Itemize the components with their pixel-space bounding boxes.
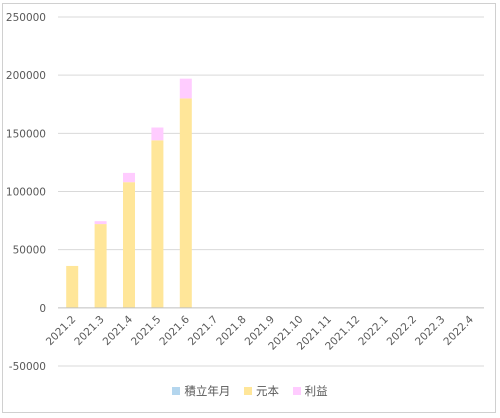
y-tick-label-2: 50000 — [13, 245, 46, 257]
x-tick-label-2022-3: 2022.3 — [413, 313, 447, 347]
y-tick-label-3: 100000 — [6, 187, 46, 199]
x-tick-label-2022-2: 2022.2 — [385, 313, 419, 347]
bar-3-2021-3 — [94, 221, 107, 225]
legend: 積立年月 元本 利益 — [0, 383, 500, 399]
legend-label-series-3: 利益 — [304, 384, 328, 398]
bar-2-2021-2 — [66, 265, 79, 308]
x-tick-label-2022-1: 2022.1 — [356, 313, 390, 347]
y-tick-label-4: 150000 — [6, 128, 46, 140]
x-tick-label-2022-4: 2022.4 — [441, 313, 476, 348]
legend-item-series-1: 積立年月 — [172, 383, 230, 399]
x-tick-label-2021-8: 2021.8 — [214, 313, 248, 347]
bar-3-2021-6 — [179, 78, 192, 99]
legend-label-series-1: 積立年月 — [184, 384, 231, 398]
y-tick-label-1: 0 — [39, 303, 46, 315]
bar-2-2021-3 — [94, 224, 107, 308]
x-tick-label-2021-6: 2021.6 — [157, 313, 192, 348]
bar-3-2021-4 — [123, 172, 135, 183]
legend-item-series-2: 元本 — [244, 383, 279, 399]
x-tick-label-2021-7: 2021.7 — [186, 313, 220, 347]
y-tick-label-0: -50000 — [9, 361, 46, 373]
legend-swatch-series-3 — [292, 387, 301, 395]
y-tick-label-6: 250000 — [6, 12, 46, 24]
x-tick-label-2021-4: 2021.4 — [101, 313, 136, 348]
bar-3-2021-5 — [151, 127, 164, 141]
bar-2-2021-4 — [123, 182, 135, 308]
legend-label-series-2: 元本 — [256, 384, 279, 398]
chart-frame — [2, 3, 496, 413]
x-tick-label-2021-3: 2021.3 — [72, 313, 106, 347]
legend-swatch-series-2 — [244, 387, 252, 395]
y-tick-label-5: 200000 — [6, 70, 46, 82]
x-tick-label-2021-2: 2021.2 — [44, 313, 78, 347]
bar-2-2021-6 — [179, 98, 192, 308]
x-tick-label-2021-5: 2021.5 — [129, 313, 163, 347]
legend-item-series-3: 利益 — [292, 383, 328, 399]
bar-2-2021-5 — [151, 140, 164, 308]
legend-swatch-series-1 — [172, 387, 181, 395]
